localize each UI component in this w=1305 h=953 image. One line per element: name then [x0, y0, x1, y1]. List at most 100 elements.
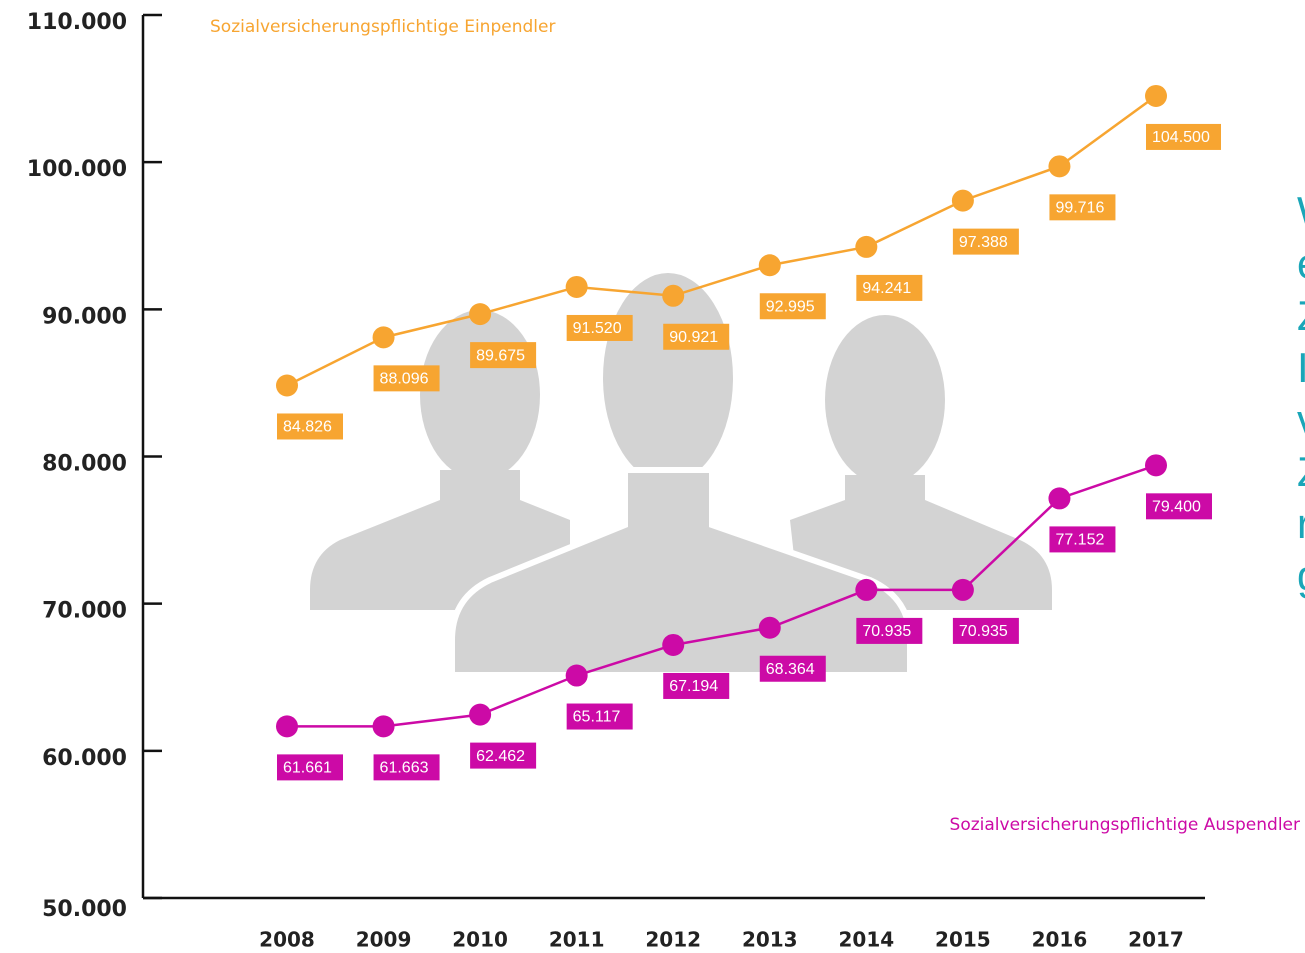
value-label: 84.826 — [277, 413, 343, 440]
value-label: 92.995 — [759, 293, 826, 320]
series-name: Sozialversicherungspflichtige Auspendler — [950, 815, 1300, 835]
value-label-text: 61.663 — [380, 760, 429, 777]
data-point — [276, 374, 298, 397]
data-point — [855, 578, 878, 601]
data-point — [469, 703, 492, 726]
data-point — [1048, 155, 1071, 178]
value-label: 68.364 — [759, 655, 826, 682]
value-label: 62.462 — [470, 742, 537, 769]
x-tick-label: 2009 — [356, 928, 412, 952]
value-label-text: 68.364 — [766, 661, 815, 678]
value-label-text: 77.152 — [1055, 532, 1104, 549]
x-tick-label: 2012 — [645, 928, 701, 952]
data-point — [276, 715, 298, 738]
data-point — [951, 578, 974, 601]
data-point — [855, 235, 878, 258]
y-tick-label: 70.000 — [42, 599, 127, 624]
y-tick-label: 90.000 — [42, 304, 127, 329]
value-label-text: 92.995 — [766, 298, 815, 315]
value-label-text: 61.661 — [283, 760, 332, 777]
value-label: 90.921 — [663, 323, 730, 350]
y-tick-label: 100.000 — [27, 157, 127, 182]
value-label-box — [277, 413, 343, 440]
value-label: 77.152 — [1049, 526, 1116, 553]
value-label: 70.935 — [856, 617, 923, 644]
value-label: 88.096 — [373, 365, 440, 392]
head-icon — [825, 315, 945, 485]
value-label-text: 62.462 — [476, 748, 525, 765]
head-icon — [420, 310, 540, 480]
data-point — [1145, 454, 1167, 477]
x-tick-label: 2011 — [549, 928, 605, 952]
value-label-text: 97.388 — [959, 234, 1008, 251]
data-point — [1145, 84, 1167, 107]
series-line — [286, 464, 1157, 728]
value-label-text: 89.675 — [476, 347, 525, 364]
value-label: 91.520 — [566, 314, 633, 341]
annotation: v — [1297, 396, 1305, 443]
value-label-text: 67.194 — [669, 678, 718, 695]
value-label-text: 104.500 — [1152, 129, 1210, 146]
value-label: 97.388 — [952, 228, 1019, 255]
value-label-box — [1146, 123, 1221, 150]
value-label: 67.194 — [663, 672, 730, 699]
value-label: 99.716 — [1049, 194, 1116, 221]
annotation: r — [1297, 500, 1305, 547]
value-label: 89.675 — [470, 342, 537, 369]
value-label-text: 70.935 — [862, 623, 911, 640]
data-point — [662, 284, 685, 307]
value-label-box — [952, 228, 1019, 255]
annotation: g — [1297, 552, 1305, 599]
value-label: 61.663 — [373, 754, 440, 781]
value-label: 94.241 — [856, 274, 923, 301]
value-label-box — [566, 703, 633, 730]
body-icon — [449, 467, 913, 678]
value-label-text: 70.935 — [959, 623, 1008, 640]
y-tick-label: 80.000 — [42, 452, 127, 477]
series-name: Sozialversicherungspflichtige Einpendler — [210, 17, 555, 37]
value-label-box — [1146, 493, 1212, 520]
value-label-text: 88.096 — [380, 371, 429, 388]
x-tick-label: 2016 — [1032, 928, 1088, 952]
annotation: e — [1297, 240, 1305, 287]
value-label-box — [952, 617, 1019, 644]
value-label: 65.117 — [566, 703, 633, 730]
x-tick-label: 2015 — [935, 928, 991, 952]
x-tick-label: 2008 — [259, 928, 315, 952]
value-label-box — [759, 293, 826, 320]
data-point — [662, 633, 685, 656]
value-label-text: 65.117 — [573, 709, 621, 726]
x-tick-label: 2014 — [838, 928, 894, 952]
value-label-box — [470, 342, 537, 369]
annotation: Z — [1297, 448, 1305, 495]
data-point — [469, 303, 492, 326]
value-label-text: 91.520 — [573, 320, 622, 337]
silhouettes — [310, 267, 1052, 678]
y-tick-label: 110.000 — [27, 10, 127, 35]
data-point — [372, 326, 395, 349]
value-label-box — [373, 754, 440, 781]
data-point — [758, 616, 781, 639]
data-point — [1048, 487, 1071, 510]
data-point — [565, 664, 588, 687]
x-tick-label: 2010 — [452, 928, 508, 952]
value-label-box — [856, 274, 923, 301]
value-label-text: 90.921 — [669, 329, 718, 346]
value-label-text: 99.716 — [1055, 200, 1104, 217]
value-label: 104.500 — [1146, 123, 1221, 150]
annotation: Z — [1297, 292, 1305, 339]
value-label: 79.400 — [1146, 493, 1212, 520]
value-label-text: 79.400 — [1152, 499, 1201, 516]
x-tick-label: 2017 — [1128, 928, 1184, 952]
series-line — [286, 94, 1157, 387]
value-label-box — [759, 655, 826, 682]
x-tick-label: 2013 — [742, 928, 798, 952]
data-point — [372, 715, 395, 738]
value-label-text: 94.241 — [862, 280, 911, 297]
data-point — [565, 275, 588, 298]
value-label-box — [663, 672, 730, 699]
annotation: I — [1297, 344, 1305, 391]
value-label-box — [470, 742, 537, 769]
value-label-box — [373, 365, 440, 392]
